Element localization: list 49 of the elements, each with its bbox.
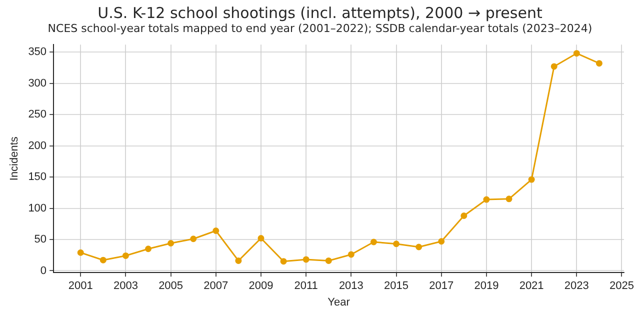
point <box>573 50 580 57</box>
point <box>122 252 129 259</box>
x-tick-label: 2001 <box>68 280 93 292</box>
y-axis-title: Incidents <box>8 136 21 181</box>
y-tick-label: 50 <box>34 234 47 246</box>
x-tick-label: 2011 <box>294 280 318 292</box>
x-tick-label: 2019 <box>474 280 499 292</box>
point <box>212 228 220 234</box>
x-tick-label: 2015 <box>384 280 409 292</box>
x-tick-label: 2013 <box>338 280 364 292</box>
chart-subtitle: NCES school-year totals mapped to end year (2001–2022); SSDB calendar-year totals (2023–2024) <box>46 22 594 35</box>
chart-title: U.S. K-12 school shootings (incl. attempts), 2000 → present <box>96 4 544 22</box>
x-tick-label: 2003 <box>113 280 138 292</box>
point <box>550 63 558 70</box>
point <box>235 257 242 264</box>
point <box>460 212 468 220</box>
point <box>77 249 84 256</box>
point <box>145 246 152 252</box>
point <box>393 240 400 248</box>
point <box>325 257 332 264</box>
point <box>596 60 602 67</box>
x-tick-label: 2023 <box>564 280 589 292</box>
x-tick-label: 2005 <box>158 280 184 292</box>
point <box>416 244 422 250</box>
point <box>438 238 445 245</box>
point <box>483 196 490 203</box>
point <box>348 251 354 258</box>
x-tick-label: 2021 <box>519 280 544 292</box>
y-tick-label: 200 <box>28 140 47 152</box>
y-tick-label: 150 <box>28 171 47 184</box>
x-tick-label: 2017 <box>429 280 454 292</box>
y-tick-label: 0 <box>40 264 47 277</box>
y-tick-label: 250 <box>28 108 47 121</box>
y-tick-label: 300 <box>28 77 47 90</box>
point <box>100 256 106 264</box>
x-tick-label: 2025 <box>610 280 634 292</box>
point <box>528 176 535 183</box>
point <box>168 240 174 246</box>
y-tick-label: 350 <box>28 46 47 58</box>
x-tick-label: 2009 <box>248 280 274 292</box>
point <box>280 258 287 265</box>
y-tick-label: 100 <box>28 202 47 214</box>
point <box>302 256 310 263</box>
point <box>370 238 377 246</box>
point <box>258 234 264 242</box>
point <box>506 196 512 202</box>
x-axis-title: Year <box>328 296 350 308</box>
x-tick-label: 2007 <box>204 280 228 292</box>
point <box>190 236 197 242</box>
